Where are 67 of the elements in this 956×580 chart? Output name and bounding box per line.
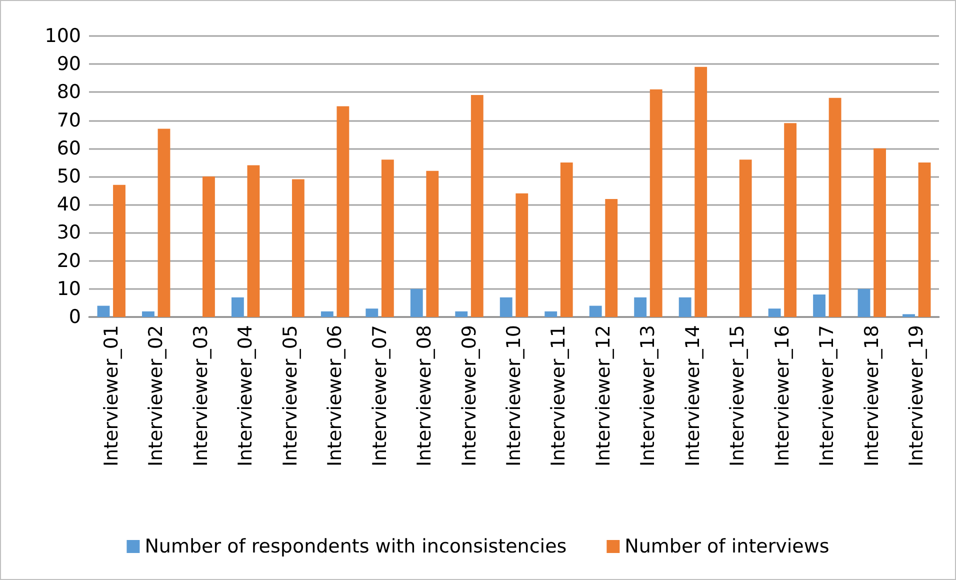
x-tick-label: Interviewer_06 <box>324 325 346 467</box>
bar <box>202 176 215 317</box>
bar <box>813 294 826 317</box>
bar <box>516 193 528 317</box>
x-tick-label: Interviewer_18 <box>860 325 883 467</box>
bar <box>247 165 260 317</box>
bar <box>694 66 708 317</box>
x-tick-label: Interviewer_16 <box>771 325 794 467</box>
bar <box>366 308 378 317</box>
bar <box>918 162 931 317</box>
bar <box>142 311 154 317</box>
bar <box>739 160 752 317</box>
bar <box>231 297 244 317</box>
bar <box>97 306 110 317</box>
bar <box>784 123 797 317</box>
bar <box>874 148 886 317</box>
y-tick-label: 60 <box>56 137 81 160</box>
y-tick-label: 0 <box>68 306 81 328</box>
bar <box>678 297 692 317</box>
x-tick-label: Interviewer_04 <box>234 325 257 467</box>
legend-label: Number of interviews <box>624 536 830 558</box>
y-tick-label: 70 <box>56 109 81 132</box>
y-tick-label: 20 <box>56 250 81 272</box>
y-tick-label: 40 <box>56 194 81 216</box>
bar <box>470 95 484 317</box>
x-tick-label: Interviewer_12 <box>592 325 614 467</box>
x-tick-label: Interviewer_03 <box>190 325 212 467</box>
bar <box>426 170 439 317</box>
bar <box>336 106 350 317</box>
bar <box>858 288 870 317</box>
y-tick-label: 50 <box>56 166 81 188</box>
x-tick-label: Interviewer_07 <box>368 325 391 467</box>
bar <box>292 179 304 317</box>
x-tick-label: Interviewer_09 <box>458 325 480 467</box>
x-tick-label: Interviewer_01 <box>100 325 122 467</box>
bar <box>455 311 468 317</box>
bar <box>589 306 602 317</box>
bar <box>158 128 170 317</box>
y-tick-label: 80 <box>56 81 81 104</box>
x-tick-label: Interviewer_05 <box>279 325 302 467</box>
y-tick-label: 30 <box>56 222 81 244</box>
x-tick-label: Interviewer_13 <box>637 325 660 467</box>
bar <box>500 297 512 317</box>
x-tick-label: Interviewer_15 <box>726 325 749 467</box>
x-tick-label: Interviewer_11 <box>548 325 570 467</box>
bar <box>605 198 618 317</box>
bar <box>828 98 842 317</box>
x-tick-label: Interviewer_14 <box>682 325 704 467</box>
y-tick-label: 10 <box>56 278 81 300</box>
x-tick-label: Interviewer_17 <box>816 325 838 467</box>
bar <box>768 308 781 317</box>
x-tick-label: Interviewer_10 <box>503 325 525 467</box>
bar <box>381 160 394 317</box>
bar <box>902 314 915 317</box>
legend-label: Number of respondents with inconsistencies <box>144 536 567 558</box>
bar <box>650 89 662 317</box>
bar <box>410 288 423 317</box>
x-tick-label: Interviewer_19 <box>906 325 928 467</box>
x-tick-label: Interviewer_02 <box>145 325 168 467</box>
bar <box>560 162 573 317</box>
bar <box>634 297 647 317</box>
bar <box>113 184 126 317</box>
y-tick-label: 100 <box>44 25 81 47</box>
y-tick-label: 90 <box>56 53 81 76</box>
bar <box>544 311 558 317</box>
x-tick-label: Interviewer_08 <box>414 325 436 467</box>
bar <box>320 311 334 317</box>
